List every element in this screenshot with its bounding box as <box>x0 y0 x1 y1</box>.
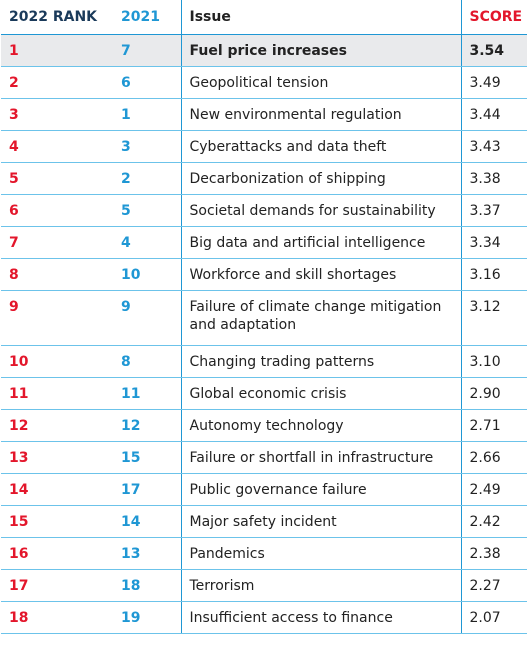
issue-cell: Failure of climate change mitigation and… <box>180 290 462 346</box>
rank-cell: 12 <box>1 409 113 442</box>
score-cell: 3.43 <box>461 130 527 163</box>
table-row: 16 13 Pandemics 2.38 <box>1 537 527 570</box>
table-row: 11 11 Global economic crisis 2.90 <box>1 377 527 410</box>
score-cell: 2.42 <box>461 505 527 538</box>
issue-cell: Autonomy technology <box>180 409 462 442</box>
prev-rank-cell: 15 <box>113 441 181 474</box>
table-row: 5 2 Decarbonization of shipping 3.38 <box>1 162 527 195</box>
issue-cell: Cyberattacks and data theft <box>180 130 462 163</box>
rank-cell: 5 <box>1 162 113 195</box>
rank-cell: 16 <box>1 537 113 570</box>
prev-rank-cell: 9 <box>113 290 181 346</box>
table-row: 9 9 Failure of climate change mitigation a… <box>1 290 527 346</box>
rank-cell: 14 <box>1 473 113 506</box>
prev-rank-cell: 4 <box>113 226 181 259</box>
prev-rank-cell: 18 <box>113 569 181 602</box>
issue-cell: Fuel price increases <box>180 34 462 67</box>
score-cell: 3.10 <box>461 345 527 378</box>
table-row: 18 19 Insufficient access to finance 2.07 <box>1 601 527 634</box>
table-row: 8 10 Workforce and skill shortages 3.16 <box>1 258 527 291</box>
issue-cell: Global economic crisis <box>180 377 462 410</box>
table-row: 12 12 Autonomy technology 2.71 <box>1 409 527 442</box>
header-row: 2022 RANK 2021 Issue SCORE <box>1 0 527 35</box>
score-cell: 2.66 <box>461 441 527 474</box>
score-cell: 3.12 <box>461 290 527 346</box>
score-cell: 3.34 <box>461 226 527 259</box>
table-row: 15 14 Major safety incident 2.42 <box>1 505 527 538</box>
score-cell: 3.16 <box>461 258 527 291</box>
issue-cell: Terrorism <box>180 569 462 602</box>
score-cell: 3.37 <box>461 194 527 227</box>
rank-cell: 18 <box>1 601 113 634</box>
score-cell: 2.27 <box>461 569 527 602</box>
table-row: 13 15 Failure or shortfall in infrastructu… <box>1 441 527 474</box>
table-row: 7 4 Big data and artificial intelligence 3.… <box>1 226 527 259</box>
score-cell: 3.54 <box>461 34 527 67</box>
issue-cell: Pandemics <box>180 537 462 570</box>
prev-rank-cell: 1 <box>113 98 181 131</box>
table-row: 17 18 Terrorism 2.27 <box>1 569 527 602</box>
prev-rank-cell: 6 <box>113 66 181 99</box>
table-row: 6 5 Societal demands for sustainability 3.3… <box>1 194 527 227</box>
header-score: SCORE <box>461 0 527 35</box>
issue-cell: Big data and artificial intelligence <box>180 226 462 259</box>
header-2022-rank: 2022 RANK <box>1 0 113 35</box>
prev-rank-cell: 19 <box>113 601 181 634</box>
issue-cell: New environmental regulation <box>180 98 462 131</box>
table-row: 10 8 Changing trading patterns 3.10 <box>1 345 527 378</box>
header-issue: Issue <box>180 0 462 35</box>
rank-cell: 17 <box>1 569 113 602</box>
rank-cell: 3 <box>1 98 113 131</box>
table-row: 3 1 New environmental regulation 3.44 <box>1 98 527 131</box>
rank-cell: 4 <box>1 130 113 163</box>
table-row: 14 17 Public governance failure 2.49 <box>1 473 527 506</box>
score-cell: 2.07 <box>461 601 527 634</box>
score-cell: 2.71 <box>461 409 527 442</box>
score-cell: 2.49 <box>461 473 527 506</box>
score-cell: 2.90 <box>461 377 527 410</box>
prev-rank-cell: 17 <box>113 473 181 506</box>
rank-cell: 7 <box>1 226 113 259</box>
table-row: 1 7 Fuel price increases 3.54 <box>1 34 527 67</box>
score-cell: 3.44 <box>461 98 527 131</box>
prev-rank-cell: 5 <box>113 194 181 227</box>
rank-cell: 8 <box>1 258 113 291</box>
rank-cell: 10 <box>1 345 113 378</box>
rank-cell: 13 <box>1 441 113 474</box>
issue-cell: Public governance failure <box>180 473 462 506</box>
issue-cell: Failure or shortfall in infrastructure <box>180 441 462 474</box>
table-body: 1 7 Fuel price increases 3.54 2 6 Geopolitical… <box>1 34 527 634</box>
prev-rank-cell: 8 <box>113 345 181 378</box>
prev-rank-cell: 3 <box>113 130 181 163</box>
prev-rank-cell: 12 <box>113 409 181 442</box>
prev-rank-cell: 2 <box>113 162 181 195</box>
score-cell: 3.38 <box>461 162 527 195</box>
header-2021: 2021 <box>113 0 181 35</box>
rank-cell: 6 <box>1 194 113 227</box>
prev-rank-cell: 14 <box>113 505 181 538</box>
score-cell: 3.49 <box>461 66 527 99</box>
rank-cell: 1 <box>1 34 113 67</box>
prev-rank-cell: 13 <box>113 537 181 570</box>
prev-rank-cell: 7 <box>113 34 181 67</box>
issue-cell: Geopolitical tension <box>180 66 462 99</box>
issue-cell: Changing trading patterns <box>180 345 462 378</box>
issue-cell: Decarbonization of shipping <box>180 162 462 195</box>
risk-ranking-table: 2022 RANK 2021 Issue SCORE 1 7 Fuel price … <box>1 0 527 634</box>
prev-rank-cell: 10 <box>113 258 181 291</box>
score-cell: 2.38 <box>461 537 527 570</box>
rank-cell: 15 <box>1 505 113 538</box>
issue-cell: Insufficient access to finance <box>180 601 462 634</box>
table-row: 2 6 Geopolitical tension 3.49 <box>1 66 527 99</box>
rank-cell: 2 <box>1 66 113 99</box>
table-row: 4 3 Cyberattacks and data theft 3.43 <box>1 130 527 163</box>
rank-cell: 9 <box>1 290 113 346</box>
issue-cell: Major safety incident <box>180 505 462 538</box>
issue-cell: Workforce and skill shortages <box>180 258 462 291</box>
issue-cell: Societal demands for sustainability <box>180 194 462 227</box>
prev-rank-cell: 11 <box>113 377 181 410</box>
rank-cell: 11 <box>1 377 113 410</box>
